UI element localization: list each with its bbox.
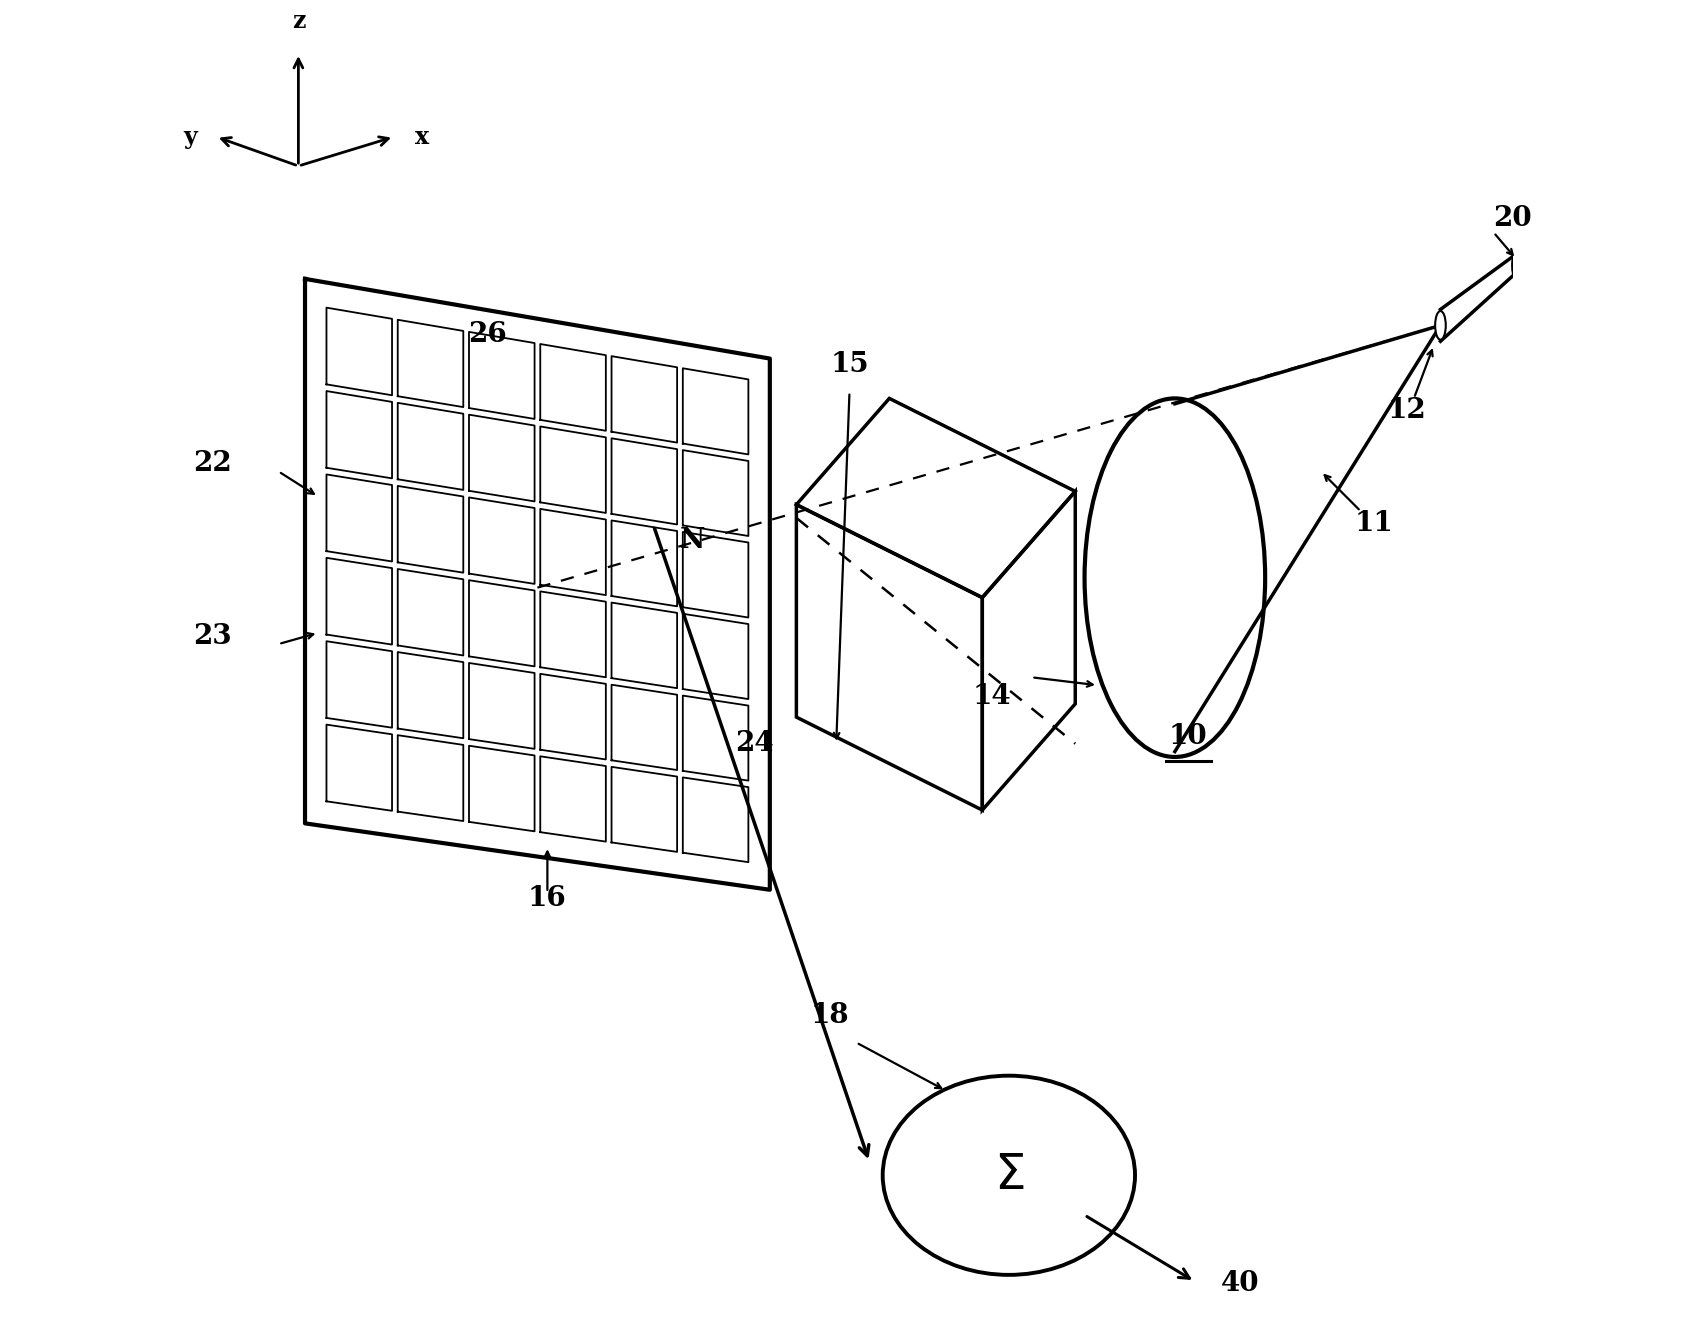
Text: z: z [292,9,306,33]
Text: 18: 18 [810,1001,849,1029]
Text: $\Sigma$: $\Sigma$ [993,1150,1024,1201]
Text: 11: 11 [1353,510,1392,538]
Text: 15: 15 [830,351,868,378]
Ellipse shape [1435,311,1445,340]
Text: 26: 26 [469,321,506,348]
Text: 22: 22 [194,450,233,478]
Text: 40: 40 [1221,1270,1260,1297]
Text: x: x [414,125,430,149]
Text: 24: 24 [735,730,774,757]
Text: 12: 12 [1387,397,1426,425]
Text: N: N [679,527,705,554]
Text: 23: 23 [194,623,233,651]
Text: 20: 20 [1493,205,1532,232]
Text: y: y [183,125,197,149]
Text: 14: 14 [971,683,1010,710]
Text: 16: 16 [528,884,567,912]
Text: 10: 10 [1168,722,1207,750]
